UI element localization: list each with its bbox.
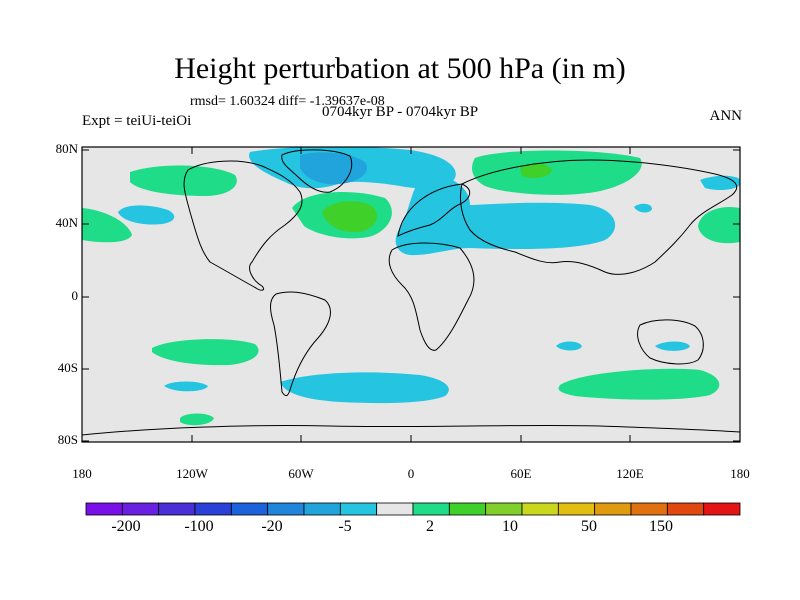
colorbar-swatch bbox=[303, 502, 341, 516]
lon-label-120w: 120W bbox=[176, 466, 208, 481]
contour-siberia-high-core bbox=[520, 163, 552, 178]
lon-label-0: 0 bbox=[407, 466, 415, 481]
lon-label-60w: 60W bbox=[288, 466, 314, 481]
contour-greenland-core bbox=[300, 152, 368, 185]
lat-label-40s: 40S bbox=[57, 360, 78, 375]
colorbar-swatch bbox=[485, 502, 523, 516]
contour-atlantic-high-core bbox=[322, 201, 377, 233]
period-label: 0704kyr BP - 0704kyr BP bbox=[321, 104, 479, 120]
colorbar-swatch bbox=[121, 502, 160, 516]
lon-label-60e: 60E bbox=[510, 466, 532, 481]
colorbar-swatch bbox=[230, 502, 269, 516]
colorbar bbox=[85, 502, 741, 516]
coast-south-america bbox=[270, 291, 331, 397]
contour-australia-low bbox=[655, 341, 690, 351]
colorbar-label: -20 bbox=[261, 518, 283, 535]
contour-asia-small-low bbox=[634, 203, 652, 213]
lat-label-40n: 40N bbox=[55, 215, 78, 230]
contour-south-pacific-high-small bbox=[180, 413, 214, 426]
colorbar-swatch bbox=[594, 502, 632, 516]
coast-australia bbox=[637, 319, 704, 365]
contour-north-pacific-low bbox=[118, 205, 175, 225]
colorbar-swatch bbox=[267, 502, 305, 516]
colorbar-swatch bbox=[412, 502, 450, 516]
contour-southern-ocean-low bbox=[280, 372, 449, 404]
season-label: ANN bbox=[709, 108, 743, 124]
colorbar-swatch bbox=[666, 502, 705, 516]
contour-fills bbox=[82, 147, 740, 426]
colorbar-label: -5 bbox=[338, 518, 352, 535]
stats-line: rmsd= 1.60324 diff= -1.39637e-08 bbox=[190, 94, 385, 109]
contour-south-pacific-high bbox=[152, 339, 259, 366]
colorbar-swatch bbox=[703, 502, 741, 516]
colorbar-label: 2 bbox=[426, 518, 434, 535]
colorbar-swatch bbox=[376, 502, 414, 516]
colorbar-label: 150 bbox=[649, 518, 673, 535]
experiment-label: Expt = teiUi-teiOi bbox=[82, 113, 192, 129]
contour-west-pacific-high-left bbox=[82, 208, 132, 243]
colorbar-swatch bbox=[339, 502, 378, 516]
coast-europe bbox=[397, 183, 471, 237]
coastlines bbox=[82, 149, 740, 436]
contour-north-pacific-high bbox=[130, 165, 237, 196]
lon-label-120e: 120E bbox=[616, 466, 644, 481]
coast-asia bbox=[459, 159, 738, 275]
coast-north-america bbox=[183, 160, 303, 291]
coast-antarctica bbox=[82, 424, 740, 436]
contour-south-pacific-low bbox=[164, 381, 208, 392]
coast-africa bbox=[388, 242, 475, 351]
coast-greenland bbox=[281, 149, 353, 193]
colorbar-swatch bbox=[448, 502, 487, 516]
contour-west-pacific-high-right bbox=[698, 206, 740, 244]
lon-label-180w: 180 bbox=[72, 466, 92, 481]
lat-label-0: 0 bbox=[71, 288, 79, 303]
axis-ticks bbox=[81, 147, 741, 442]
colorbar-swatch bbox=[630, 502, 668, 516]
contour-siberia-high bbox=[472, 150, 642, 195]
colorbar-swatch bbox=[521, 502, 559, 516]
colorbar-swatch bbox=[194, 502, 232, 516]
colorbar-label: -100 bbox=[184, 518, 214, 535]
contour-indian-ocean-low bbox=[556, 341, 582, 351]
colorbar-swatch bbox=[85, 502, 123, 516]
lon-label-180e: 180 bbox=[730, 466, 750, 481]
colorbar-swatch bbox=[158, 502, 196, 516]
map-title: Height perturbation at 500 hPa (in m) bbox=[174, 52, 626, 85]
colorbar-label: 50 bbox=[581, 518, 597, 535]
lat-label-80s: 80S bbox=[57, 432, 78, 447]
colorbar-label: -200 bbox=[111, 518, 141, 535]
colorbar-label: 10 bbox=[502, 518, 518, 535]
colorbar-swatch bbox=[557, 502, 596, 516]
lat-label-80n: 80N bbox=[55, 141, 78, 156]
contour-europe-low bbox=[395, 175, 616, 256]
contour-south-indian-high bbox=[558, 368, 720, 400]
